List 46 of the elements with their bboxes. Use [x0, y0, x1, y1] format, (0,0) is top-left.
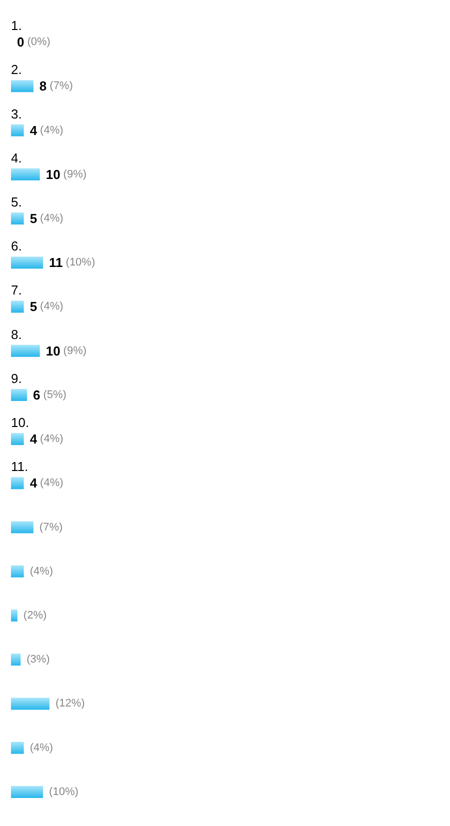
y-tick-label: 7.	[11, 282, 22, 298]
bar	[11, 742, 24, 754]
data-label: 0 (0%)	[17, 34, 50, 50]
bar	[11, 256, 44, 269]
data-label: (7%)	[39, 521, 63, 534]
bar	[11, 521, 34, 534]
bar	[11, 124, 24, 136]
y-tick-label: 4.	[11, 150, 22, 166]
y-tick-label: 3.	[11, 106, 22, 122]
data-label: (4%)	[30, 565, 54, 578]
bar	[11, 344, 40, 357]
y-tick-label: 6.	[11, 238, 22, 254]
bar	[11, 654, 21, 666]
data-label: (2%)	[23, 610, 47, 622]
data-label: (3%)	[26, 654, 50, 666]
y-tick-label: 10.	[11, 415, 30, 430]
data-label: 5 (4%)	[30, 211, 64, 226]
bar	[11, 168, 40, 180]
data-label: 10 (9%)	[46, 343, 87, 358]
data-label: 4 (4%)	[30, 432, 64, 447]
y-tick-label: 2.	[11, 62, 22, 78]
data-label: (12%)	[55, 698, 85, 710]
data-label: 4 (4%)	[30, 476, 64, 491]
y-tick-label: 11.	[11, 459, 28, 474]
bar	[11, 212, 24, 224]
data-label: (10%)	[49, 786, 78, 798]
bar	[11, 80, 34, 92]
bar	[11, 477, 24, 490]
bar	[11, 388, 28, 401]
data-label: (4%)	[30, 742, 54, 754]
y-tick-label: 5.	[11, 194, 22, 210]
data-label: 11 (10%)	[49, 255, 96, 270]
y-tick-label: 8.	[11, 326, 22, 342]
data-label: 10 (9%)	[46, 166, 87, 182]
bar	[11, 698, 50, 710]
y-tick-label: 9.	[11, 370, 22, 386]
bar	[11, 565, 24, 578]
data-label: 4 (4%)	[30, 122, 64, 138]
bar	[11, 786, 44, 798]
data-label: 6 (5%)	[33, 387, 66, 402]
y-tick-label: 1.	[11, 18, 22, 34]
bar	[11, 433, 24, 446]
data-label: 8 (7%)	[39, 78, 73, 94]
data-label: 5 (4%)	[30, 299, 64, 314]
bar	[11, 300, 24, 313]
bar	[11, 610, 18, 622]
